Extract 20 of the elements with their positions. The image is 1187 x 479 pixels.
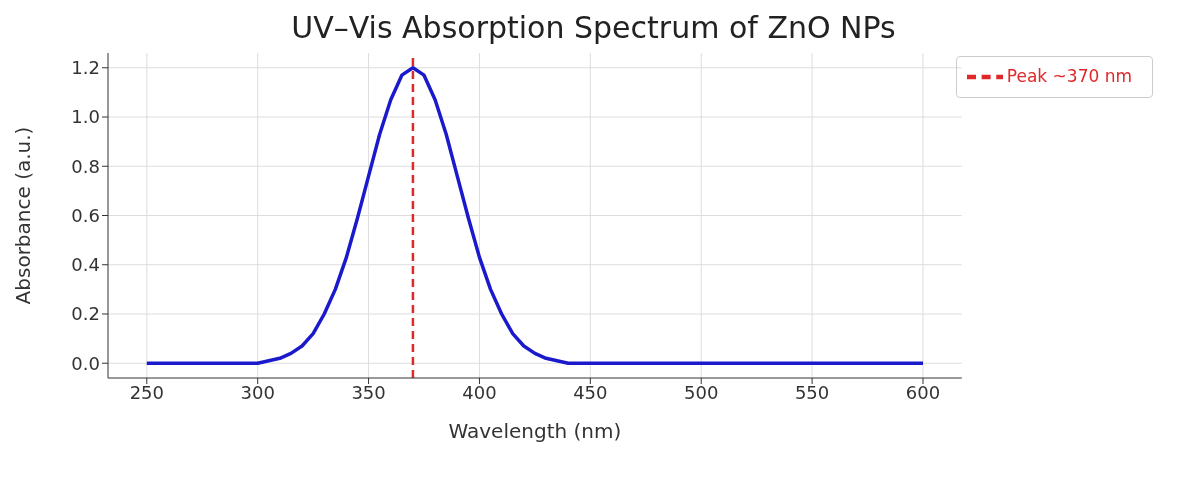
y-tick-label: 0.4: [71, 254, 100, 276]
y-tick-label: 0.6: [71, 204, 100, 226]
x-tick-label: 300: [240, 381, 275, 403]
y-tick-label: 1.2: [71, 57, 100, 79]
y-tick-label: 0.2: [71, 303, 100, 325]
chart-title: UV–Vis Absorption Spectrum of ZnO NPs: [290, 9, 897, 47]
x-tick-label: 550: [794, 381, 830, 403]
y-tick-label: 0.8: [71, 155, 100, 177]
x-axis-title: Wavelength (nm): [448, 419, 622, 443]
x-tick-label: 350: [351, 381, 386, 403]
x-tick-label: 250: [129, 381, 164, 403]
y-tick-label: 1.0: [71, 106, 100, 128]
y-tick-label: 0.0: [71, 352, 100, 374]
x-tick-label: 500: [684, 381, 719, 403]
y-axis-title: Absorbance (a.u.): [11, 126, 36, 305]
line-series: [145, 66, 925, 365]
x-tick-label: 450: [573, 381, 608, 403]
x-tick-label: 600: [905, 381, 941, 403]
x-tick-label: 400: [462, 381, 497, 403]
ref-line-label: Peak ~370 nm: [1006, 66, 1132, 86]
